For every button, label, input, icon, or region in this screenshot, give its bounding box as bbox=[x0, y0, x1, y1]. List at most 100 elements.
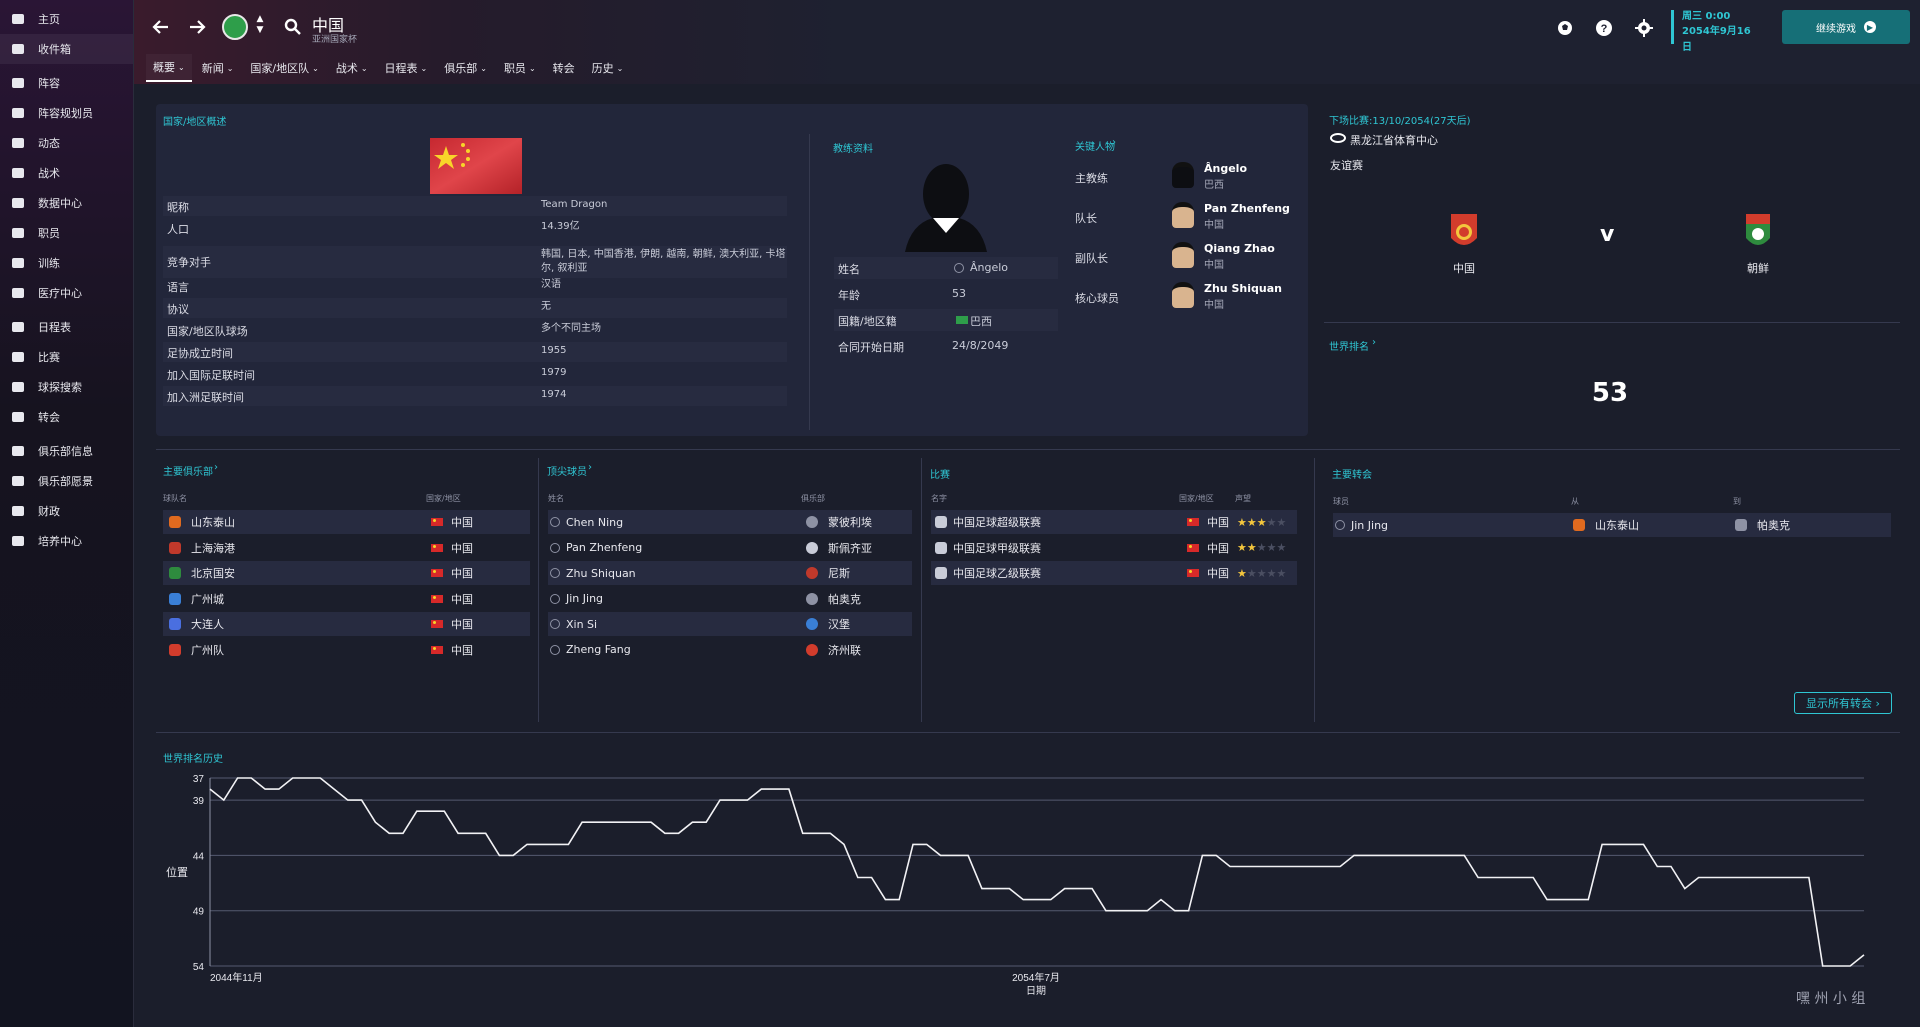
tab-0[interactable]: 概要 ⌄ bbox=[146, 54, 192, 82]
competition-nation[interactable]: 中国 bbox=[1207, 541, 1229, 555]
player-club[interactable]: 尼斯 bbox=[828, 567, 850, 580]
player-club[interactable]: 帕奥克 bbox=[828, 592, 861, 606]
coach-row-value[interactable]: 24/8/2049 bbox=[952, 339, 1009, 352]
club-row[interactable]: 山东泰山 中国 bbox=[163, 510, 530, 534]
player-row[interactable]: Zhu Shiquan 尼斯 bbox=[548, 561, 912, 585]
overview-section-title[interactable]: 国家/地区概述 bbox=[163, 117, 227, 128]
sidebar-item-14[interactable]: 俱乐部信息 bbox=[0, 436, 133, 466]
competition-name[interactable]: 中国足球乙级联赛 bbox=[953, 567, 1041, 580]
player-face-icon[interactable] bbox=[1172, 202, 1194, 228]
tab-6[interactable]: 职员 ⌄ bbox=[497, 54, 543, 82]
sidebar-item-16[interactable]: 财政 bbox=[0, 496, 133, 526]
club-row[interactable]: 北京国安 中国 bbox=[163, 561, 530, 585]
ball-icon[interactable] bbox=[1555, 18, 1575, 38]
club-nation[interactable]: 中国 bbox=[451, 618, 473, 631]
player-club[interactable]: 蒙彼利埃 bbox=[828, 516, 872, 529]
world-rank-section-title[interactable]: 世界排名 bbox=[1329, 342, 1369, 353]
competition-nation[interactable]: 中国 bbox=[1207, 567, 1229, 580]
sidebar-item-3[interactable]: 阵容规划员 bbox=[0, 98, 133, 128]
player-name[interactable]: Chen Ning bbox=[566, 515, 624, 529]
coach-section-title[interactable]: 教练资料 bbox=[833, 144, 873, 155]
tab-1[interactable]: 新闻 ⌄ bbox=[195, 54, 241, 82]
coach-row-value[interactable]: Ângelo bbox=[970, 261, 1009, 274]
sidebar-item-10[interactable]: 日程表 bbox=[0, 312, 133, 342]
coach-row-value[interactable]: 53 bbox=[952, 287, 966, 300]
sidebar-item-2[interactable]: 阵容 bbox=[0, 68, 133, 98]
next-match-home[interactable]: 中国 bbox=[1453, 262, 1475, 275]
club-name[interactable]: 上海海港 bbox=[191, 541, 235, 555]
dprk-crest-icon[interactable] bbox=[1744, 212, 1772, 252]
club-nation[interactable]: 中国 bbox=[451, 643, 473, 657]
top-players-section-title[interactable]: 顶尖球员 bbox=[547, 467, 587, 478]
player-club[interactable]: 汉堡 bbox=[828, 618, 850, 631]
main-clubs-section-title[interactable]: 主要俱乐部 bbox=[163, 467, 213, 478]
key-person-name[interactable]: Ângelo bbox=[1204, 162, 1248, 175]
sidebar-item-8[interactable]: 训练 bbox=[0, 248, 133, 278]
sidebar-item-6[interactable]: 数据中心 bbox=[0, 188, 133, 218]
sidebar-item-1[interactable]: 收件箱 bbox=[0, 34, 133, 64]
tab-2[interactable]: 国家/地区队 ⌄ bbox=[243, 54, 325, 82]
sidebar-item-4[interactable]: 动态 bbox=[0, 128, 133, 158]
player-name[interactable]: Jin Jing bbox=[566, 592, 604, 605]
sidebar-item-13[interactable]: 转会 bbox=[0, 402, 133, 432]
sidebar-item-0[interactable]: 主页 bbox=[0, 4, 133, 34]
transfer-from[interactable]: 山东泰山 bbox=[1595, 519, 1639, 532]
club-nation[interactable]: 中国 bbox=[451, 567, 473, 580]
transfer-player[interactable]: Jin Jing bbox=[1351, 518, 1389, 532]
gear-icon[interactable] bbox=[1634, 18, 1654, 38]
player-name[interactable]: Xin Si bbox=[566, 617, 598, 631]
sidebar-item-9[interactable]: 医疗中心 bbox=[0, 278, 133, 308]
player-name[interactable]: Zheng Fang bbox=[566, 643, 631, 656]
competition-row[interactable]: 中国足球乙级联赛 中国 ★★★★★ bbox=[931, 561, 1297, 585]
club-nation[interactable]: 中国 bbox=[451, 516, 473, 529]
club-name[interactable]: 大连人 bbox=[191, 618, 224, 631]
tab-8[interactable]: 历史 ⌄ bbox=[585, 54, 631, 82]
sidebar-item-15[interactable]: 俱乐部愿景 bbox=[0, 466, 133, 496]
club-nation[interactable]: 中国 bbox=[451, 592, 473, 606]
club-name[interactable]: 北京国安 bbox=[191, 567, 235, 580]
club-name[interactable]: 广州城 bbox=[191, 592, 224, 606]
player-face-icon[interactable] bbox=[1172, 242, 1194, 268]
player-name[interactable]: Pan Zhenfeng bbox=[566, 541, 643, 554]
tab-4[interactable]: 日程表 ⌄ bbox=[378, 54, 435, 82]
next-match-competition[interactable]: 友谊赛 bbox=[1330, 159, 1363, 172]
continue-button[interactable]: 继续游戏 ▶ bbox=[1782, 10, 1910, 44]
search-icon[interactable] bbox=[284, 18, 302, 36]
club-name[interactable]: 广州队 bbox=[191, 643, 224, 657]
competition-name[interactable]: 中国足球超级联赛 bbox=[953, 516, 1041, 529]
club-name[interactable]: 山东泰山 bbox=[191, 516, 235, 529]
next-match-away[interactable]: 朝鲜 bbox=[1747, 262, 1769, 275]
transfer-row[interactable]: Jin Jing 山东泰山 帕奥克 bbox=[1333, 513, 1891, 537]
china-crest-icon[interactable] bbox=[1449, 212, 1479, 252]
player-row[interactable]: Jin Jing 帕奥克 bbox=[548, 587, 912, 611]
sidebar-item-17[interactable]: 培养中心 bbox=[0, 526, 133, 556]
club-row[interactable]: 广州城 中国 bbox=[163, 587, 530, 611]
competition-row[interactable]: 中国足球甲级联赛 中国 ★★★★★ bbox=[931, 536, 1297, 560]
club-row[interactable]: 广州队 中国 bbox=[163, 638, 530, 662]
back-button[interactable] bbox=[148, 14, 174, 40]
sidebar-item-12[interactable]: 球探搜索 bbox=[0, 372, 133, 402]
competition-row[interactable]: 中国足球超级联赛 中国 ★★★★★ bbox=[931, 510, 1297, 534]
tab-7[interactable]: 转会 bbox=[546, 54, 582, 82]
sidebar-item-5[interactable]: 战术 bbox=[0, 158, 133, 188]
club-nation[interactable]: 中国 bbox=[451, 541, 473, 555]
tab-3[interactable]: 战术 ⌄ bbox=[329, 54, 375, 82]
key-person-name[interactable]: Zhu Shiquan bbox=[1204, 282, 1282, 295]
player-club[interactable]: 斯佩齐亚 bbox=[828, 541, 872, 555]
player-row[interactable]: Zheng Fang 济州联 bbox=[548, 638, 912, 662]
transfer-to[interactable]: 帕奥克 bbox=[1757, 519, 1790, 532]
team-switcher-chevrons-icon[interactable]: ▲ ▼ bbox=[256, 14, 264, 35]
transfers-section-title[interactable]: 主要转会 bbox=[1332, 470, 1372, 481]
player-name[interactable]: Zhu Shiquan bbox=[566, 566, 636, 580]
player-face-icon[interactable] bbox=[1172, 162, 1194, 188]
club-row[interactable]: 大连人 中国 bbox=[163, 612, 530, 636]
key-person-name[interactable]: Qiang Zhao bbox=[1204, 242, 1275, 255]
coach-row-value[interactable]: 巴西 bbox=[970, 315, 992, 328]
club-row[interactable]: 上海海港 中国 bbox=[163, 536, 530, 560]
tab-5[interactable]: 俱乐部 ⌄ bbox=[437, 54, 494, 82]
competition-name[interactable]: 中国足球甲级联赛 bbox=[953, 541, 1041, 555]
show-all-transfers-button[interactable]: 显示所有转会 › bbox=[1794, 692, 1892, 714]
forward-button[interactable] bbox=[184, 14, 210, 40]
next-match-section-title[interactable]: 下场比赛:13/10/2054(27天后) bbox=[1329, 116, 1471, 127]
help-icon[interactable]: ? bbox=[1594, 18, 1614, 38]
